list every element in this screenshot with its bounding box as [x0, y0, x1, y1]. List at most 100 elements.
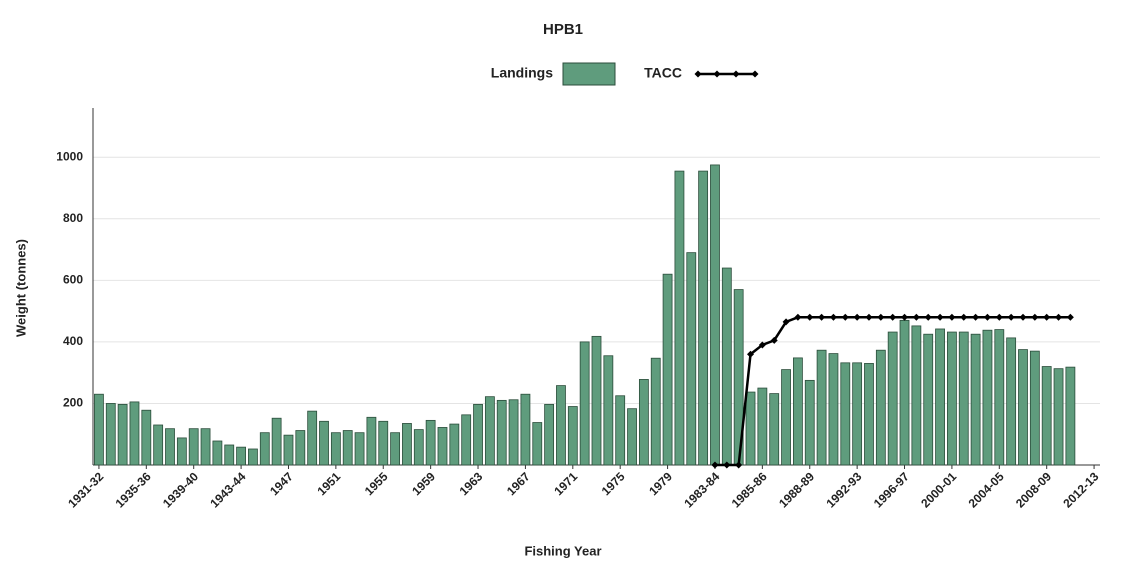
legend-label: Landings — [491, 65, 553, 81]
bar — [508, 399, 519, 466]
bar — [236, 446, 246, 466]
x-tick-label: 1988-89 — [776, 469, 817, 510]
line-marker — [1066, 313, 1074, 321]
line-marker — [770, 336, 778, 344]
x-tick-label: 1947 — [267, 469, 296, 498]
bar — [425, 419, 436, 466]
legend-marker — [732, 70, 740, 78]
x-tick-label: 2012-13 — [1060, 469, 1101, 510]
bar — [638, 379, 649, 466]
bar — [828, 353, 839, 466]
bar — [982, 329, 993, 466]
bar — [627, 408, 637, 466]
bar — [721, 267, 732, 466]
bar — [366, 416, 377, 466]
bar — [603, 355, 614, 466]
bar — [923, 333, 934, 466]
line-marker — [960, 313, 968, 321]
bar — [259, 432, 270, 466]
bar — [390, 432, 401, 466]
x-axis-label: Fishing Year — [524, 543, 601, 558]
bar — [650, 357, 661, 466]
bar — [165, 428, 175, 466]
legend-marker — [694, 70, 702, 78]
y-tick-label: 400 — [63, 334, 83, 348]
bar — [484, 396, 495, 466]
line-marker — [948, 313, 956, 321]
bar — [200, 428, 211, 466]
line-marker — [782, 318, 790, 326]
line-marker — [1007, 313, 1015, 321]
bar — [769, 393, 780, 466]
bar — [958, 331, 969, 466]
bar — [994, 329, 1005, 466]
x-tick-label: 1959 — [409, 469, 438, 498]
bar — [745, 391, 756, 466]
x-tick-label: 1983-84 — [681, 469, 722, 510]
bar — [532, 422, 543, 466]
bar — [947, 331, 957, 466]
x-tick-label: 1975 — [599, 469, 628, 498]
x-tick-label: 1931-32 — [65, 469, 106, 510]
line-marker — [806, 313, 814, 321]
line-marker — [723, 461, 731, 469]
x-tick-label: 1943-44 — [207, 469, 248, 510]
bar — [449, 423, 460, 466]
line-marker — [936, 313, 944, 321]
y-axis-label: Weight (tonnes) — [13, 239, 28, 337]
line-marker — [853, 313, 861, 321]
y-tick-label: 800 — [63, 211, 83, 225]
bar — [579, 341, 590, 466]
bar — [781, 369, 791, 466]
x-tick-label: 2000-01 — [918, 469, 959, 510]
bar — [378, 420, 389, 466]
bar — [674, 170, 685, 466]
x-tick-label: 1979 — [646, 469, 675, 498]
bar — [224, 444, 235, 466]
y-tick-label: 1000 — [56, 149, 83, 163]
bar — [520, 393, 531, 466]
bar — [662, 273, 673, 466]
line-marker — [889, 313, 897, 321]
chart-title: HPB1 — [543, 21, 583, 38]
bar — [792, 357, 803, 466]
line-marker — [758, 341, 766, 349]
bar — [354, 432, 365, 466]
bar — [283, 434, 294, 466]
line-marker — [1019, 313, 1027, 321]
bar — [887, 331, 898, 466]
x-tick-label: 2008-09 — [1013, 469, 1054, 510]
bar — [899, 319, 910, 466]
line-marker — [995, 313, 1003, 321]
line-marker — [1031, 313, 1039, 321]
bar — [840, 362, 851, 466]
bar — [271, 417, 282, 466]
y-tick-label: 200 — [63, 396, 83, 410]
bar — [295, 430, 306, 466]
bar — [1029, 350, 1040, 466]
x-tick-label: 1996-97 — [871, 469, 912, 510]
bar — [402, 423, 412, 466]
bar — [307, 410, 318, 466]
bar — [117, 403, 128, 466]
line-marker — [877, 313, 885, 321]
line-marker — [829, 313, 837, 321]
bar — [496, 399, 507, 466]
x-tick-label: 1951 — [314, 469, 343, 498]
x-tick-label: 1963 — [457, 469, 486, 498]
legend-label: TACC — [644, 65, 682, 81]
x-tick-label: 1992-93 — [823, 469, 864, 510]
bar — [615, 395, 626, 466]
bar — [342, 430, 353, 466]
bar — [176, 437, 187, 466]
bar — [212, 440, 223, 466]
x-tick-label: 1935-36 — [113, 469, 154, 510]
x-tick-label: 1955 — [362, 469, 391, 498]
x-tick-label: 2004-05 — [966, 469, 1007, 510]
bar — [556, 385, 566, 466]
bar — [248, 448, 258, 466]
bar — [970, 333, 981, 466]
line-marker — [865, 313, 873, 321]
bar — [141, 409, 152, 466]
bar — [544, 403, 555, 466]
